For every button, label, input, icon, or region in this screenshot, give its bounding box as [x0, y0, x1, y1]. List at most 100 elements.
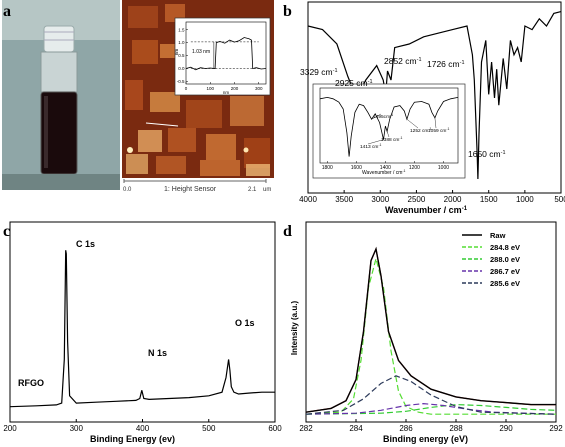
- x-tick-label: 0: [185, 86, 188, 91]
- panel-label-d: d: [283, 223, 292, 240]
- x-tick-label: 1000: [438, 165, 449, 171]
- inset-leader-line: [386, 131, 390, 138]
- afm-inset: [174, 17, 271, 96]
- panel-a: 0.0 2.1 um 1: Height Sensor 0 100 200 300 -0…: [2, 0, 274, 193]
- x-tick-label: 300: [255, 86, 263, 91]
- inset-peak-annotation-sup: -1: [428, 127, 431, 131]
- annot-2852: 2852 cm-1: [384, 56, 422, 66]
- afm-inset-plot: 0 100 200 300 -0.5 0.0 0.5 1.0 1.5 nm nm 1.03 nm: [174, 21, 267, 95]
- afm-flake: [186, 100, 222, 128]
- x-tick-label: 200: [3, 424, 17, 433]
- inset-peak-annotation-text: 1252 cm: [410, 128, 428, 134]
- afm-flake: [168, 128, 196, 152]
- x-tick-label: 288: [449, 424, 463, 433]
- x-tick-label: 1400: [380, 165, 391, 171]
- y-tick-label: 0.5: [178, 53, 185, 58]
- inset-x-label: nm: [223, 90, 230, 95]
- inset-x-label-sup: -1: [402, 169, 405, 173]
- legend-label: 286.7 eV: [490, 267, 520, 276]
- y-tick-label: -0.5: [177, 79, 185, 84]
- ftir-inset-line: [319, 96, 459, 157]
- peak-label-n1s: N 1s: [148, 348, 167, 358]
- xps-survey-plot: 200 300 400 500 600: [3, 221, 282, 433]
- inset-peak-annotation: 1252 cm-1: [410, 127, 432, 134]
- afm-scale-unit: um: [263, 187, 271, 193]
- afm-profile-line: [145, 122, 179, 127]
- panel-label-a: a: [3, 3, 11, 20]
- x-tick-label: 284: [349, 424, 363, 433]
- inset-peak-annotation: 1059 cm-1: [428, 127, 450, 134]
- xps-survey-line: [9, 250, 275, 408]
- afm-flake: [125, 80, 143, 110]
- afm-bright-spot: [127, 147, 133, 153]
- x-tick-label: 1600: [351, 165, 362, 171]
- series-285-6-ev-line: [305, 375, 557, 415]
- afm-flake: [128, 6, 158, 28]
- x-tick-label: 400: [136, 424, 150, 433]
- afm-sensor-label: 1: Height Sensor: [164, 186, 217, 193]
- panel-b: 4000 3500 3000 2500 2000 1500 1000 500 b 1800 16…: [283, 1, 565, 215]
- afm-scale-start: 0.0: [123, 187, 132, 193]
- afm-scale-end: 2.1: [248, 187, 257, 193]
- afm-flake: [246, 164, 270, 176]
- afm-flake: [165, 4, 185, 22]
- afm-flake: [206, 134, 236, 160]
- x-tick-label: 290: [499, 424, 513, 433]
- x-tick-label: 4000: [299, 195, 317, 204]
- inset-peak-annotation: 1413 cm-1: [360, 143, 382, 150]
- plot-frame: [307, 1, 562, 194]
- afm-flake: [126, 154, 148, 174]
- panel-c: 200 300 400 500 600 c C 1s N 1s O 1s RFGO Bi…: [3, 221, 282, 444]
- ftir-spectrum-line: [307, 11, 562, 180]
- series-288-0-ev-line: [305, 403, 557, 415]
- series-raw-line: [305, 246, 556, 413]
- afm-flake: [230, 96, 264, 126]
- afm-flake: [150, 92, 180, 112]
- x-tick-label: 600: [268, 424, 282, 433]
- vial-glass: [40, 51, 78, 93]
- x-tick-label: 2000: [444, 195, 462, 204]
- x-tick-label: 2500: [408, 195, 426, 204]
- inset-peak-annotation-sup: -1: [378, 143, 381, 147]
- inset-peak-annotation-text: 1413 cm: [360, 144, 378, 150]
- plot-frame: [305, 221, 557, 423]
- x-tick-label: 1000: [516, 195, 534, 204]
- y-tick-label: 1.5: [178, 27, 185, 32]
- inset-peak-annotation: 1495cm-1: [373, 113, 393, 120]
- inset-x-label-text: Wavenumber / cm: [362, 170, 402, 176]
- inset-peak-annotation-text: 1388 cm: [381, 137, 399, 143]
- afm-flake: [156, 156, 186, 174]
- inset-peak-annotation-text: 1495cm: [373, 114, 390, 120]
- vial-highlight: [44, 96, 48, 168]
- d-axis-title: Binding energy (eV): [383, 434, 468, 444]
- ftir-plot: 4000 3500 3000 2500 2000 1500 1000 500: [299, 1, 565, 204]
- vial-cap: [43, 25, 75, 53]
- d-y-axis-title: Intensity (a.u.): [290, 301, 299, 356]
- legend-label: 288.0 eV: [490, 255, 520, 264]
- x-tick-label: 200: [231, 86, 239, 91]
- inset-leader-line: [367, 139, 384, 145]
- inset-leader-line: [434, 117, 437, 129]
- x-tick-label: 500: [202, 424, 216, 433]
- b-axis-title: Wavenumber / cm-1: [385, 205, 468, 215]
- c-axis-title: Binding Energy (ev): [90, 434, 175, 444]
- afm-flake: [244, 138, 270, 168]
- inset-leader-line: [371, 113, 382, 120]
- inset-peak-annotation-sup: -1: [399, 136, 402, 140]
- xps-c1s-plot: 282 284 286 288 290 292: [299, 221, 563, 433]
- legend-label: 284.8 eV: [490, 243, 520, 252]
- inset-peak-annotation-text: 1059 cm: [428, 128, 446, 134]
- inset-peak-annotation-sup: -1: [390, 113, 393, 117]
- vial-photo-bottom: [2, 174, 120, 190]
- annot-3329: 3329 cm-1: [300, 67, 338, 77]
- x-tick-label: 100: [206, 86, 214, 91]
- panel-label-c: c: [3, 223, 10, 240]
- y-tick-label: 0.0: [178, 66, 185, 71]
- annot-2925: 2925 cm-1: [335, 78, 373, 88]
- panel-d: 282 284 286 288 290 292 d Raw 284.8 eV 288.0 eV…: [283, 221, 563, 444]
- x-tick-label: 1200: [409, 165, 420, 171]
- legend-label: 285.6 eV: [490, 279, 520, 288]
- x-tick-label: 300: [70, 424, 84, 433]
